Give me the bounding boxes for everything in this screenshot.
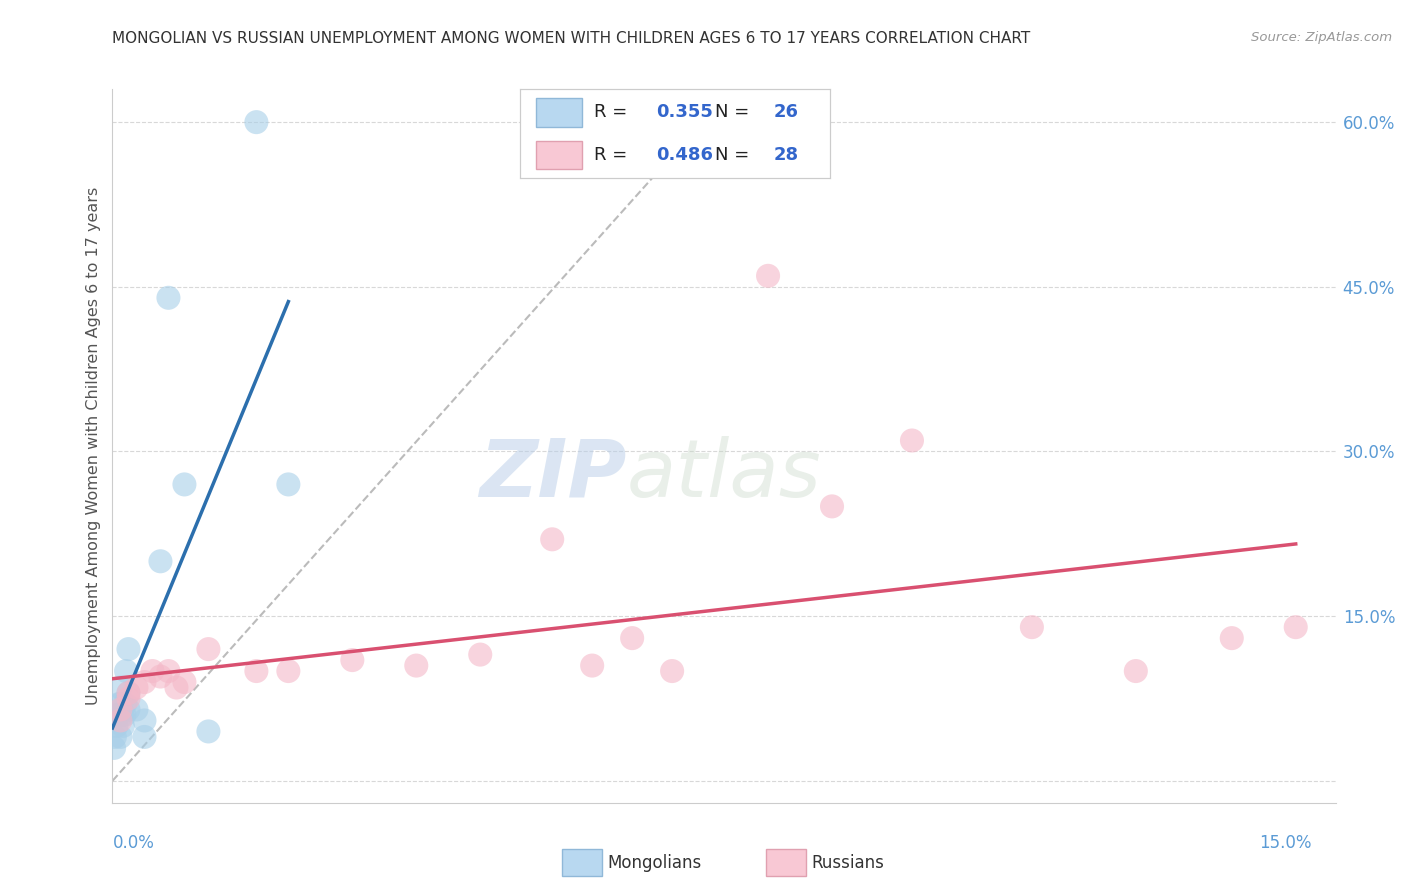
Point bbox=[405, 658, 427, 673]
Point bbox=[342, 653, 364, 667]
Text: 28: 28 bbox=[773, 146, 799, 164]
Point bbox=[105, 719, 128, 733]
Point bbox=[541, 533, 564, 547]
Text: ZIP: ZIP bbox=[479, 435, 626, 514]
Point bbox=[173, 675, 195, 690]
Point bbox=[125, 702, 148, 716]
Point bbox=[173, 477, 195, 491]
Point bbox=[115, 664, 138, 678]
Point bbox=[581, 658, 603, 673]
Point bbox=[197, 642, 219, 657]
Text: MONGOLIAN VS RUSSIAN UNEMPLOYMENT AMONG WOMEN WITH CHILDREN AGES 6 TO 17 YEARS C: MONGOLIAN VS RUSSIAN UNEMPLOYMENT AMONG … bbox=[112, 31, 1031, 46]
Point bbox=[470, 648, 492, 662]
Text: R =: R = bbox=[595, 146, 634, 164]
FancyBboxPatch shape bbox=[536, 141, 582, 169]
Point bbox=[134, 730, 156, 744]
Point bbox=[197, 724, 219, 739]
Point bbox=[117, 686, 139, 700]
Point bbox=[110, 730, 132, 744]
Point bbox=[245, 115, 267, 129]
Point bbox=[1021, 620, 1043, 634]
Point bbox=[245, 664, 267, 678]
Point bbox=[277, 664, 299, 678]
Text: 26: 26 bbox=[773, 103, 799, 121]
Point bbox=[103, 740, 125, 755]
Point bbox=[111, 719, 134, 733]
Point bbox=[621, 631, 644, 645]
Text: Russians: Russians bbox=[811, 854, 884, 871]
Text: 0.486: 0.486 bbox=[657, 146, 713, 164]
Point bbox=[117, 686, 139, 700]
Point bbox=[114, 697, 136, 711]
Text: 0.355: 0.355 bbox=[657, 103, 713, 121]
Point bbox=[107, 708, 129, 723]
Point bbox=[157, 664, 180, 678]
Text: N =: N = bbox=[716, 103, 755, 121]
Text: Mongolians: Mongolians bbox=[607, 854, 702, 871]
Point bbox=[114, 708, 136, 723]
Point bbox=[277, 477, 299, 491]
Text: atlas: atlas bbox=[626, 435, 821, 514]
Point bbox=[111, 708, 134, 723]
Text: 0.0%: 0.0% bbox=[112, 833, 155, 852]
Point bbox=[1285, 620, 1308, 634]
Point bbox=[1125, 664, 1147, 678]
Point bbox=[756, 268, 779, 283]
Point bbox=[110, 681, 132, 695]
Point bbox=[117, 702, 139, 716]
Point bbox=[149, 669, 172, 683]
Point bbox=[821, 500, 844, 514]
Point bbox=[149, 554, 172, 568]
Point bbox=[125, 681, 148, 695]
Point bbox=[134, 714, 156, 728]
Point bbox=[110, 714, 132, 728]
Text: 15.0%: 15.0% bbox=[1260, 833, 1312, 852]
Y-axis label: Unemployment Among Women with Children Ages 6 to 17 years: Unemployment Among Women with Children A… bbox=[86, 187, 101, 705]
Text: R =: R = bbox=[595, 103, 634, 121]
Point bbox=[117, 691, 139, 706]
Point bbox=[110, 697, 132, 711]
Point bbox=[117, 642, 139, 657]
Point bbox=[110, 702, 132, 716]
Text: Source: ZipAtlas.com: Source: ZipAtlas.com bbox=[1251, 31, 1392, 45]
Point bbox=[157, 291, 180, 305]
Point bbox=[108, 697, 131, 711]
Point bbox=[901, 434, 924, 448]
Point bbox=[661, 664, 683, 678]
FancyBboxPatch shape bbox=[536, 98, 582, 127]
Point bbox=[165, 681, 187, 695]
Point bbox=[104, 730, 127, 744]
Point bbox=[141, 664, 163, 678]
Point bbox=[134, 675, 156, 690]
Text: N =: N = bbox=[716, 146, 755, 164]
Point bbox=[105, 708, 128, 723]
Point bbox=[1220, 631, 1243, 645]
